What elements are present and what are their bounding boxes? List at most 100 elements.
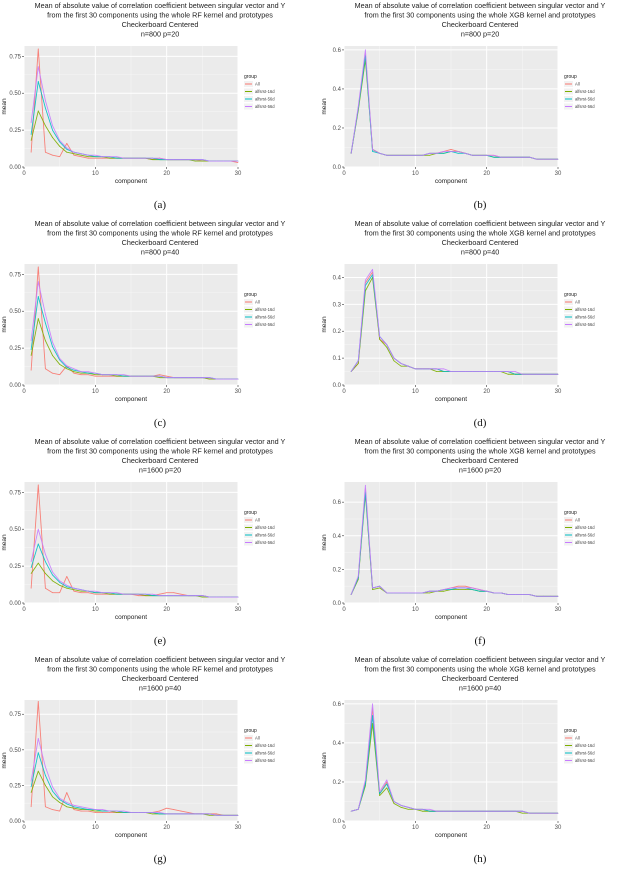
y-axis-label: mean (321, 534, 328, 551)
y-tick-label: 0.25 (9, 346, 21, 352)
x-tick-label: 30 (235, 825, 242, 831)
data-point (94, 593, 96, 595)
x-tick-label: 20 (483, 171, 490, 177)
x-tick-label: 10 (412, 171, 419, 177)
x-tick-label: 20 (483, 607, 490, 613)
data-point (37, 752, 39, 754)
data-point (166, 813, 168, 815)
data-point (557, 373, 559, 375)
chart-title-line: Checkerboard Centered (122, 674, 199, 683)
data-point (386, 779, 388, 781)
data-point (486, 371, 488, 372)
x-tick-label: 20 (163, 825, 170, 831)
data-point (357, 575, 359, 577)
data-point (393, 803, 395, 804)
data-point (45, 775, 46, 776)
y-axis-label: mean (1, 98, 8, 115)
data-point (507, 371, 509, 372)
legend-title: group (564, 728, 577, 734)
x-tick-label: 0 (22, 607, 26, 613)
legend-title: group (244, 728, 257, 734)
data-point (536, 158, 537, 160)
data-point (557, 812, 559, 814)
data-point (543, 158, 545, 160)
data-point (52, 154, 53, 156)
data-point (500, 592, 502, 594)
data-point (166, 377, 168, 378)
legend-label: alfsrst-56d (575, 104, 595, 109)
legend-label: alfsrst-56d (255, 322, 275, 327)
chart-title-line: Checkerboard Centered (122, 238, 199, 247)
data-point (166, 595, 168, 596)
data-point (80, 371, 82, 373)
chart-title-line: Checkerboard Centered (442, 20, 519, 29)
x-tick-label: 10 (412, 607, 419, 613)
data-point (457, 589, 459, 590)
data-point (152, 595, 153, 596)
data-point (87, 810, 89, 812)
data-point (87, 154, 89, 156)
data-point (493, 371, 495, 372)
chart-title-line: Checkerboard Centered (442, 674, 519, 683)
y-tick-label: 0.25 (9, 564, 21, 570)
data-point (59, 584, 61, 586)
data-point (152, 375, 153, 377)
chart-panel-7: Mean of absolute value of correlation co… (1, 655, 286, 865)
data-point (429, 154, 430, 156)
data-point (201, 596, 203, 598)
legend-label: alfsrst-56d (575, 322, 595, 327)
legend-label: alfsrst-56d (255, 540, 275, 545)
legend-label: alfsrst-56d (575, 533, 595, 538)
data-point (350, 810, 352, 812)
data-point (52, 809, 53, 810)
data-point (201, 160, 203, 162)
panel-caption: (f) (475, 635, 486, 647)
legend-label: All (255, 82, 260, 87)
legend-label: alfsrst-16d (575, 743, 595, 748)
data-point (66, 792, 68, 793)
chart-title-line: Mean of absolute value of correlation co… (35, 655, 286, 664)
data-point (443, 151, 445, 152)
data-point (194, 159, 196, 160)
y-tick-label: 0.50 (9, 309, 21, 315)
data-point (116, 374, 118, 376)
data-point (116, 810, 118, 812)
data-point (486, 810, 488, 812)
data-point (407, 808, 409, 810)
chart-panel-6: Mean of absolute value of correlation co… (321, 437, 606, 647)
x-tick-label: 20 (163, 171, 170, 177)
data-point (429, 368, 430, 370)
data-point (130, 812, 132, 813)
data-point (66, 143, 68, 144)
data-point (450, 151, 452, 152)
data-point (479, 590, 480, 592)
data-point (365, 279, 366, 281)
data-point (521, 812, 523, 814)
data-point (180, 810, 182, 812)
y-tick-label: 0.25 (9, 783, 21, 789)
data-point (386, 344, 388, 346)
data-point (365, 49, 366, 51)
data-point (137, 157, 139, 159)
data-point (436, 810, 438, 812)
y-tick-label: 0.6 (333, 702, 342, 708)
data-point (201, 159, 203, 160)
chart-title-line: n=1600 p=20 (459, 466, 501, 475)
x-tick-label: 10 (92, 171, 99, 177)
chart-title-line: Mean of absolute value of correlation co… (35, 437, 286, 446)
data-point (379, 152, 381, 154)
data-point (80, 372, 82, 374)
y-tick-label: 0.75 (9, 490, 21, 496)
data-point (45, 573, 46, 574)
data-point (130, 157, 132, 159)
x-tick-label: 30 (555, 825, 562, 831)
data-point (457, 371, 459, 372)
data-point (216, 814, 217, 816)
data-point (159, 375, 160, 377)
x-tick-label: 10 (412, 825, 419, 831)
data-point (500, 156, 502, 158)
data-point (130, 375, 132, 377)
data-point (59, 592, 61, 594)
chart-panel-1: Mean of absolute value of correlation co… (1, 1, 286, 211)
x-tick-label: 0 (22, 825, 26, 831)
